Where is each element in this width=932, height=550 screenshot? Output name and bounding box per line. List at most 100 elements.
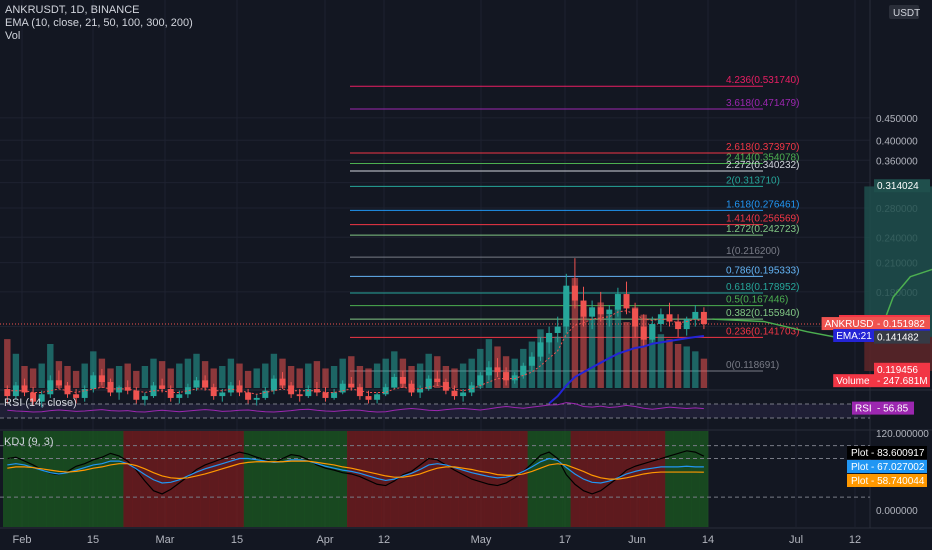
rsi-tag-name-text: RSI	[855, 404, 872, 415]
kdj-shading	[415, 431, 425, 527]
candle-body	[554, 326, 561, 333]
kdj-d-line	[7, 460, 704, 480]
kdj-shading	[364, 431, 373, 527]
kdj-shading	[209, 431, 219, 527]
kdj-shading	[691, 431, 700, 527]
volume-bar	[442, 366, 450, 388]
kdj-shading	[338, 431, 348, 527]
kdj-shading	[304, 431, 313, 527]
kdj-shading	[140, 431, 150, 527]
kdj-shading	[235, 431, 244, 527]
volume-bar	[305, 363, 312, 388]
volume-bar	[29, 368, 37, 388]
candle-body	[73, 394, 80, 398]
volume-bar	[322, 368, 329, 388]
kdj-shading	[510, 431, 520, 527]
symbol-title[interactable]: ANKRUSDT, 1D, BINANCE	[5, 4, 140, 16]
candle-body	[675, 321, 682, 330]
kdj-shading	[424, 431, 434, 527]
candle-body	[632, 308, 639, 327]
volume-bar	[107, 368, 114, 388]
candle-body	[365, 396, 372, 400]
candle-body	[64, 385, 71, 395]
kdj-shading	[28, 431, 38, 527]
candle-body	[649, 324, 656, 340]
candle-body	[279, 378, 286, 386]
candle-body	[589, 307, 596, 317]
fib-level-label: 4.236(0.531740)	[726, 75, 799, 86]
kdj-shading	[123, 431, 133, 527]
kdj-shading	[329, 431, 339, 527]
kdj-tag	[847, 446, 927, 459]
candle-body	[270, 378, 277, 391]
kdj-shading	[46, 431, 55, 527]
candle-body	[399, 376, 406, 384]
volume-bar	[451, 368, 458, 388]
fib-level-label: 0.382(0.155940)	[726, 308, 799, 319]
price-tag-name-text: ANKRUSDT	[825, 319, 880, 330]
candle-body	[262, 390, 269, 398]
candle-body	[417, 388, 424, 393]
volume-bar	[210, 368, 217, 388]
kdj-shading	[381, 431, 391, 527]
x-tick-label: 12	[378, 534, 390, 546]
volume-legend[interactable]: Vol	[5, 30, 21, 42]
candle-body	[253, 397, 260, 400]
candle-body	[382, 387, 389, 395]
volume-bar	[356, 366, 364, 388]
volume-bar	[124, 363, 131, 388]
candle-body	[141, 396, 148, 400]
kdj-tick-label: 120.000000	[876, 429, 929, 440]
candle-body	[305, 388, 312, 397]
kdj-shading	[484, 431, 494, 527]
kdj-shading	[630, 431, 640, 527]
candle-body	[580, 300, 587, 317]
kdj-shading	[596, 431, 606, 527]
fib-level-label: 2.272(0.340232)	[726, 160, 799, 171]
kdj-shading	[665, 431, 674, 527]
candle-body	[391, 376, 398, 388]
candle-body	[38, 394, 45, 402]
fib-level-label: 0.236(0.141703)	[726, 326, 799, 337]
ema-legend[interactable]: EMA (10, close, 21, 50, 100, 300, 200)	[5, 17, 193, 29]
candle-body	[528, 356, 535, 366]
kdj-shading	[20, 431, 29, 527]
volume-bar	[425, 353, 432, 388]
fib-level-label: 2(0.313710)	[726, 175, 780, 186]
candle-body	[133, 390, 140, 400]
candle-body	[236, 385, 243, 393]
volume-bar	[640, 314, 647, 388]
volume-bar	[262, 363, 269, 388]
price-tag	[874, 330, 930, 344]
price-tag-name-text: Volume	[836, 376, 870, 387]
kdj-shading	[501, 431, 511, 527]
candle-body	[176, 394, 183, 398]
rsi-line	[7, 402, 704, 413]
price-tag-value: - 247.681M	[877, 376, 928, 387]
kdj-shading	[493, 431, 502, 527]
candle-body	[202, 380, 209, 388]
kdj-shading	[269, 431, 279, 527]
volume-bar	[391, 351, 398, 388]
rsi-title[interactable]: RSI (14, close)	[4, 397, 77, 409]
fib-level-label: 0.618(0.178952)	[726, 282, 799, 293]
volume-bar	[545, 334, 553, 388]
volume-bar	[674, 344, 682, 388]
volume-bar	[623, 322, 630, 388]
kdj-shading	[656, 431, 666, 527]
price-tag-value: 0.141482	[877, 333, 919, 344]
kdj-shading	[570, 431, 580, 527]
kdj-tag-value: Plot - 83.600917	[851, 448, 925, 459]
kdj-shading	[682, 431, 692, 527]
candle-body	[288, 385, 295, 395]
fib-level-label: 1.414(0.256569)	[726, 214, 799, 225]
x-tick-label: Feb	[13, 534, 32, 546]
kdj-shading	[166, 431, 176, 527]
kdj-shading	[63, 431, 72, 527]
candle-body	[597, 307, 604, 315]
volume-bar	[176, 363, 183, 388]
volume-bar	[468, 358, 475, 388]
volume-bar	[588, 319, 596, 388]
kdj-title[interactable]: KDJ (9, 3)	[4, 436, 54, 448]
